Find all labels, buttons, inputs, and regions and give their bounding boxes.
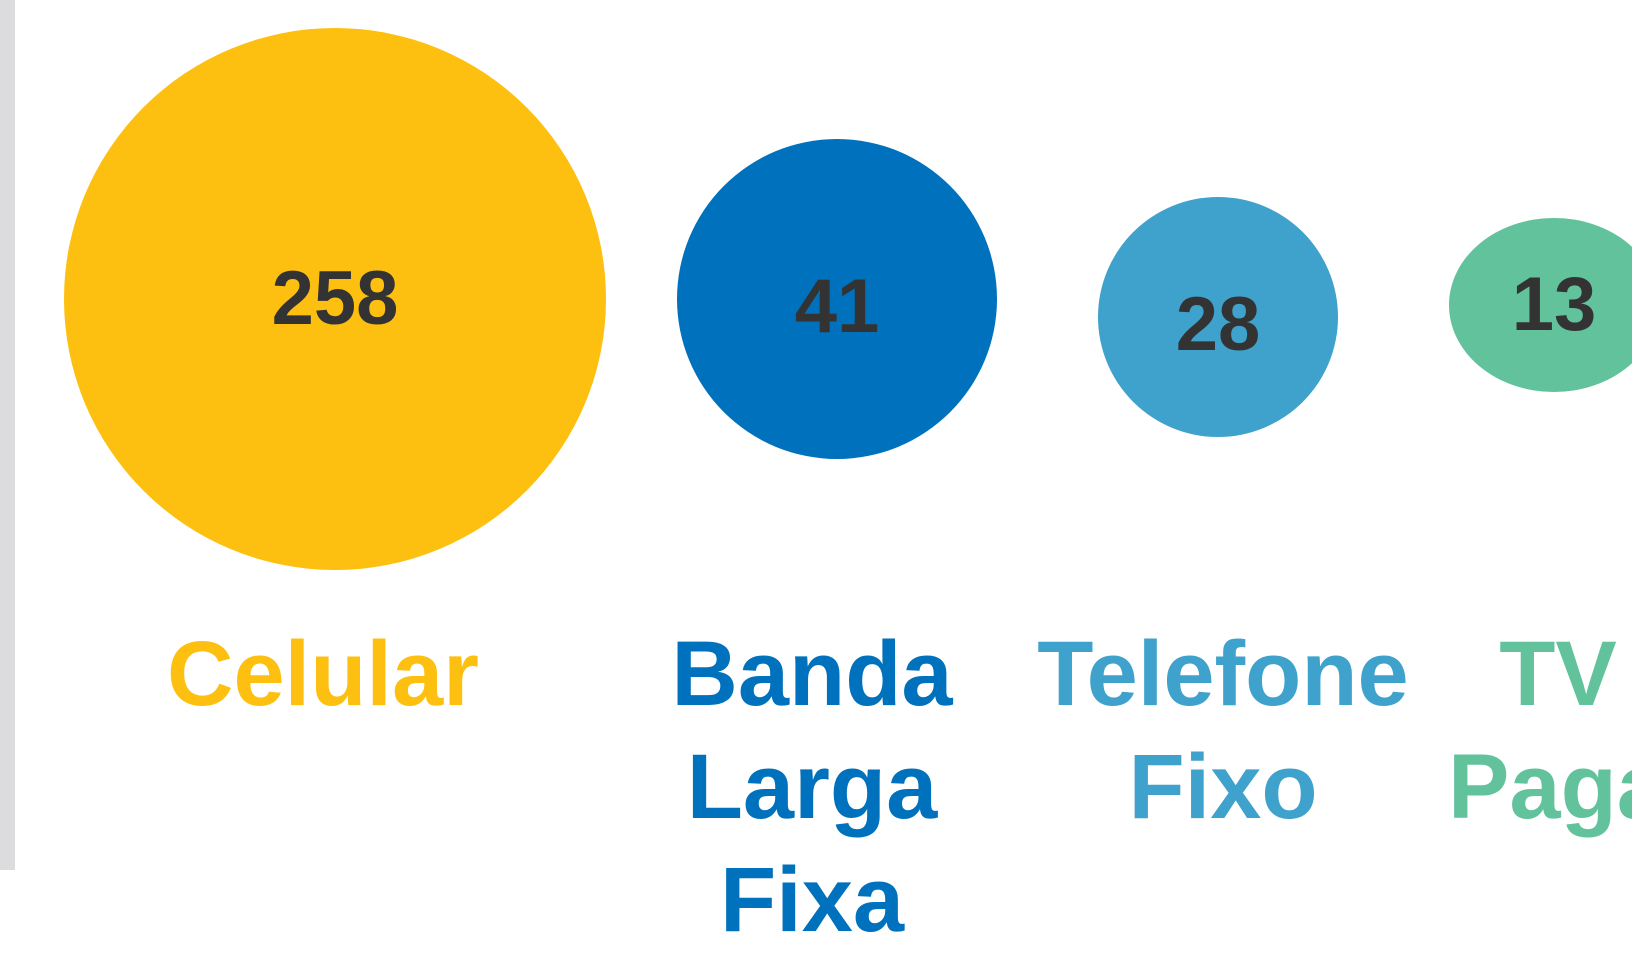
bubble: 28 — [1098, 197, 1338, 437]
bubble: 13 — [1449, 218, 1632, 392]
bubble-label: Celular — [167, 623, 479, 725]
bubble-label: Banda Larga Fixa — [671, 623, 953, 951]
bubble-value: 28 — [1175, 282, 1261, 367]
bubble: 41 — [677, 139, 997, 459]
side-bar — [0, 0, 15, 870]
bubble-label: TV Paga — [1448, 623, 1632, 838]
bubble-label: Telefone Fixo — [1037, 623, 1409, 838]
bubble: 258 — [64, 28, 606, 570]
bubble-value: 13 — [1511, 262, 1597, 347]
bubble-value: 41 — [794, 264, 880, 349]
bubble-value: 258 — [271, 256, 399, 341]
